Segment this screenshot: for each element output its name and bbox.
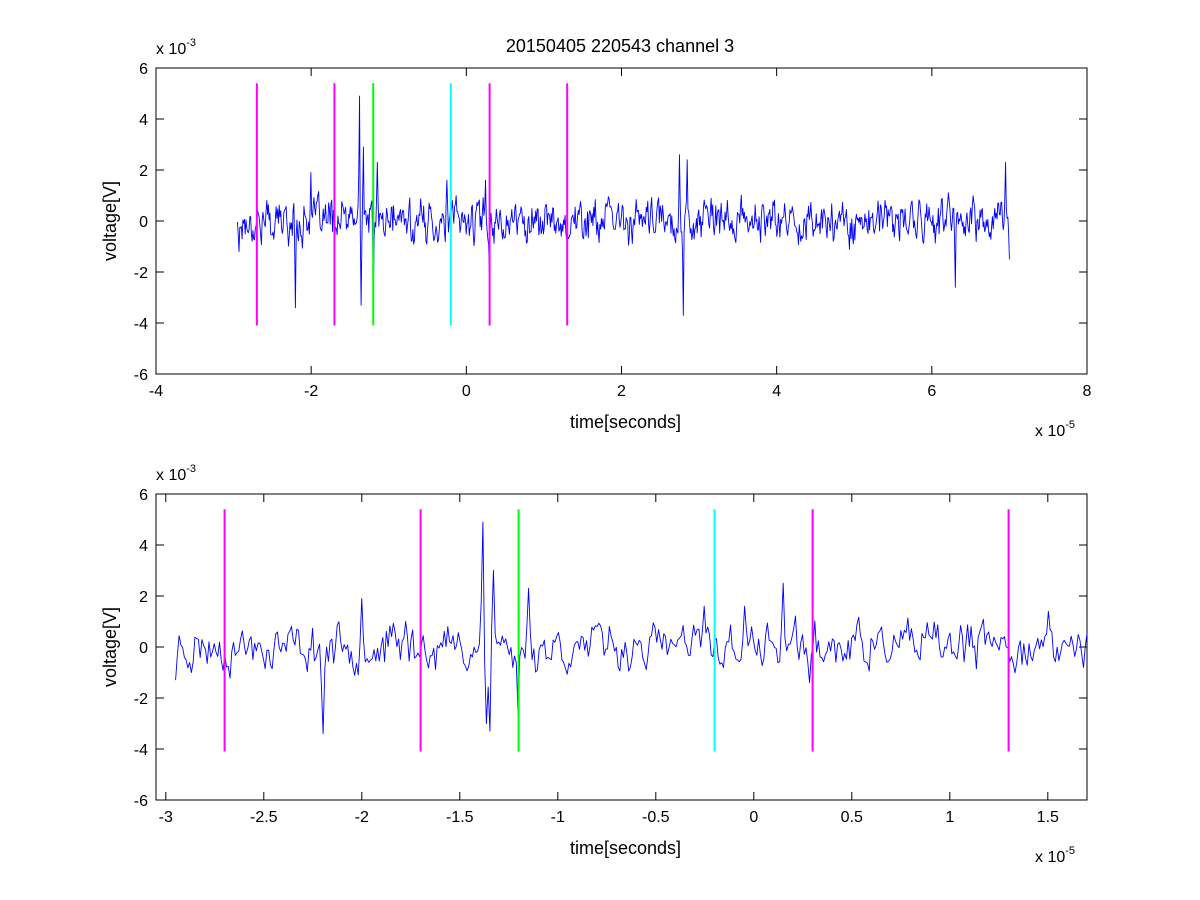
top-x-tick-label: 8 (1083, 383, 1092, 400)
top-voltage-series-line (237, 95, 1010, 316)
top-x-tick-label: 4 (772, 383, 781, 400)
bottom-x-exponent-base: x 10 (1035, 849, 1065, 866)
bottom-y-exponent-base: x 10 (156, 467, 186, 484)
bottom-x-tick-label: -1.5 (446, 809, 474, 826)
top-y-exponent-power: -3 (186, 37, 196, 49)
bottom-x-exponent-power: -5 (1065, 845, 1075, 857)
top-y-tick-label: 4 (139, 112, 148, 129)
bottom-y-tick-label: -4 (134, 742, 148, 759)
top-x-exponent-base: x 10 (1035, 423, 1065, 440)
top-x-tick-label: -2 (304, 383, 318, 400)
top-x-axis-label: time[seconds] (570, 412, 681, 432)
top-axes-box (155, 67, 1088, 375)
top-x-tick-label: 2 (617, 383, 626, 400)
bottom-subplot: -3 -2.5 -2 -1.5 -1 -0.5 0 0.5 1 1.5 -6 -4 -2 0 2 4 6 vol… (100, 463, 1088, 866)
top-y-tick-label: 6 (139, 61, 148, 78)
chart-title: 20150405 220543 channel 3 (506, 36, 734, 56)
bottom-x-tick-label: -2 (355, 809, 369, 826)
bottom-x-axis-label: time[seconds] (570, 838, 681, 858)
top-y-axis-label-group: voltage[V] (100, 181, 120, 261)
bottom-axes-box (155, 493, 1088, 801)
top-y-tick-label: -4 (134, 316, 148, 333)
bottom-x-exponent-label: x 10-5 (1035, 845, 1075, 866)
bottom-y-axis-label-group: voltage[V] (100, 607, 120, 687)
top-x-exponent-label: x 10-5 (1035, 419, 1075, 440)
bottom-y-tick-label: 0 (139, 640, 148, 657)
top-y-tick-label: 0 (139, 214, 148, 231)
bottom-voltage-series-line (175, 521, 1088, 735)
bottom-y-axis-label: voltage[V] (100, 607, 120, 687)
bottom-y-tick-label: -2 (134, 691, 148, 708)
top-y-axis-label: voltage[V] (100, 181, 120, 261)
top-y-exponent-base: x 10 (156, 41, 186, 58)
bottom-x-tick-label: -3 (159, 809, 173, 826)
bottom-x-tick-label: 0 (749, 809, 758, 826)
bottom-y-tick-label: 2 (139, 589, 148, 606)
bottom-x-tick-label: -0.5 (642, 809, 670, 826)
top-y-exponent-label: x 10-3 (156, 37, 196, 58)
bottom-y-exponent-label: x 10-3 (156, 463, 196, 484)
top-y-tick-label: -2 (134, 265, 148, 282)
bottom-plot-area: -3 -2.5 -2 -1.5 -1 -0.5 0 0.5 1 1.5 -6 -4 -2 0 2 4 6 (134, 487, 1088, 826)
bottom-x-tick-label: 0.5 (841, 809, 863, 826)
top-x-tick-label: 6 (927, 383, 936, 400)
top-x-tick-label: -4 (149, 383, 163, 400)
top-x-exponent-power: -5 (1065, 419, 1075, 431)
top-x-tick-label: 0 (462, 383, 471, 400)
bottom-y-tick-label: 4 (139, 538, 148, 555)
top-y-tick-label: 2 (139, 163, 148, 180)
top-y-tick-label: -6 (134, 367, 148, 384)
bottom-y-tick-label: -6 (134, 793, 148, 810)
bottom-y-tick-label: 6 (139, 487, 148, 504)
bottom-y-exponent-power: -3 (186, 463, 196, 475)
bottom-x-tick-label: -2.5 (250, 809, 278, 826)
bottom-x-tick-label: -1 (551, 809, 565, 826)
bottom-x-tick-label: 1 (945, 809, 954, 826)
bottom-x-tick-label: 1.5 (1037, 809, 1059, 826)
